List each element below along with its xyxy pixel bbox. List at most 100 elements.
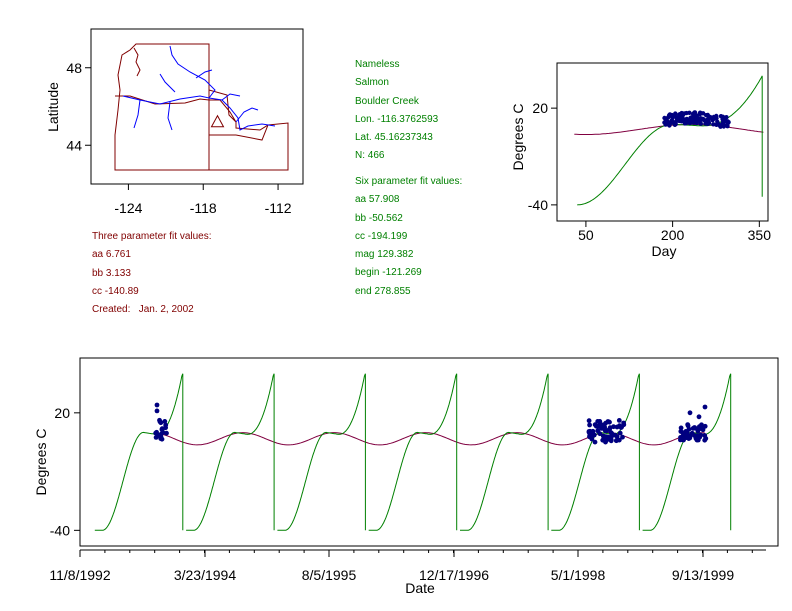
timeseries-six-param-segment — [186, 373, 275, 531]
timeseries-obs-point — [154, 402, 160, 408]
seasonal-obs-point — [680, 115, 685, 120]
timeseries-x-axis: 11/8/1992 3/23/1994 8/5/1995 12/17/1996 5/1/… — [49, 549, 766, 583]
seasonal-frame — [556, 62, 769, 222]
timeseries-plot-area — [94, 373, 732, 531]
timeseries-obs-point — [692, 425, 697, 430]
seasonal-ytick-label: 20 — [532, 100, 548, 116]
timeseries-obs-point — [163, 425, 169, 431]
timeseries-obs-point — [695, 435, 701, 440]
seasonal-ylabel: Degrees C — [510, 104, 526, 171]
map-rivers — [122, 45, 276, 131]
timeseries-obs-point — [595, 424, 600, 429]
map-ylabel: Latitude — [45, 82, 61, 132]
map-frame — [90, 28, 304, 185]
three-param-aa: aa 6.761 — [92, 249, 131, 261]
timeseries-obs-point — [600, 433, 606, 439]
timeseries-obs-point — [611, 424, 616, 430]
timeseries-six-param-segment — [460, 373, 549, 531]
timeseries-obs-point — [695, 428, 701, 434]
timeseries-obs-point — [699, 422, 704, 428]
station-basin: Salmon — [355, 77, 389, 89]
timeseries-obs-point — [164, 430, 169, 436]
seasonal-obs-point — [688, 115, 693, 120]
timeseries-obs-point — [619, 424, 624, 430]
timeseries-obs-point — [600, 437, 606, 443]
seasonal-xtick-label: 50 — [578, 227, 594, 243]
seasonal-obs-point — [692, 110, 698, 115]
timeseries-y-axis: -40 20 — [50, 405, 80, 538]
timeseries-obs-point — [616, 437, 622, 443]
seasonal-obs-point — [672, 122, 678, 128]
six-param-cc: cc -194.199 — [355, 230, 408, 242]
timeseries-obs-point — [684, 430, 690, 435]
station-stream: Boulder Creek — [355, 95, 419, 107]
station-longitude: Lon. -116.3762593 — [355, 113, 439, 125]
seasonal-obs-point — [701, 117, 706, 123]
seasonal-obs-point — [720, 114, 726, 120]
seasonal-obs-point — [700, 111, 706, 116]
three-param-bb: bb 3.133 — [92, 267, 131, 279]
station-count: N: 466 — [355, 150, 385, 162]
clearwater-river — [221, 93, 241, 101]
timeseries-obs-point — [154, 408, 160, 414]
snake-river — [208, 97, 276, 131]
seasonal-obs-point — [714, 116, 719, 121]
map-panel: Latitude -124 -118 -112 44 48 — [45, 28, 304, 216]
timeseries-obs-point — [158, 431, 164, 437]
seasonal-panel: Day Degrees C 50 200 350 -40 20 — [510, 62, 771, 259]
six-param-begin: begin -121.269 — [355, 267, 422, 279]
six-param-aa: aa 57.908 — [355, 194, 400, 206]
timeseries-obs-point — [607, 426, 612, 432]
timeseries-obs-point — [599, 426, 604, 431]
seasonal-obs-point — [670, 114, 675, 120]
seasonal-obs-point — [664, 119, 669, 125]
map-xtick-label: -118 — [190, 200, 217, 216]
seasonal-obs-point — [694, 118, 699, 124]
timeseries-obs-point — [696, 414, 702, 420]
timeseries-ytick-label: -40 — [50, 522, 70, 538]
timeseries-xtick-label: 11/8/1992 — [49, 567, 110, 583]
seasonal-obs-point — [687, 110, 692, 116]
timeseries-obs-point — [589, 430, 595, 435]
six-param-heading: Six parameter fit values: — [355, 176, 463, 187]
timeseries-xtick-label: 3/23/1994 — [174, 567, 236, 583]
map-ytick-label: 44 — [66, 137, 82, 153]
six-parameter-values: Six parameter fit values: aa 57.908 bb -… — [355, 173, 462, 301]
timeseries-obs-point — [609, 431, 615, 436]
seasonal-obs-point — [718, 124, 723, 129]
timeseries-obs-point — [595, 419, 601, 424]
salmon-river — [235, 107, 259, 123]
willamette-river — [133, 99, 141, 129]
puget-sound — [133, 47, 141, 77]
seasonal-obs-point — [706, 120, 712, 126]
timeseries-xlabel: Date — [405, 580, 435, 596]
timeseries-obs-point — [617, 430, 623, 436]
timeseries-obs-point — [686, 436, 692, 441]
station-info: Nameless Salmon Boulder Creek Lon. -116.… — [355, 56, 438, 166]
three-param-heading: Three parameter fit values: — [92, 231, 212, 242]
seasonal-obs-point — [665, 115, 671, 120]
seasonal-obs-point — [692, 115, 697, 120]
seasonal-obs-point — [715, 119, 720, 125]
station-name: Nameless — [355, 59, 400, 70]
six-param-bb: bb -50.562 — [355, 212, 403, 224]
six-param-end: end 278.855 — [355, 285, 411, 297]
map-xtick-label: -112 — [265, 200, 292, 216]
station-latitude: Lat. 45.16237343 — [355, 132, 433, 144]
seasonal-obs-point — [721, 124, 726, 129]
timeseries-obs-point — [586, 418, 592, 424]
map-xtick-label: -124 — [114, 200, 142, 216]
timeseries-obs-point — [153, 430, 159, 436]
three-param-cc: cc -140.89 — [92, 285, 139, 297]
timeseries-ytick-label: 20 — [54, 405, 70, 421]
three-parameter-values: Three parameter fit values: aa 6.761 bb … — [92, 228, 212, 319]
timeseries-six-param-segment — [277, 373, 366, 531]
seasonal-plot-area — [574, 75, 764, 206]
seasonal-obs-point — [697, 118, 702, 123]
timeseries-obs-point — [679, 435, 685, 441]
timeseries-six-param-segment — [94, 373, 184, 531]
timeseries-obs-point — [157, 417, 162, 423]
three-param-created: Created: Jan. 2, 2002 — [92, 304, 194, 316]
timeseries-obs-point — [620, 434, 625, 440]
timeseries-xtick-label: 12/17/1996 — [419, 567, 489, 583]
